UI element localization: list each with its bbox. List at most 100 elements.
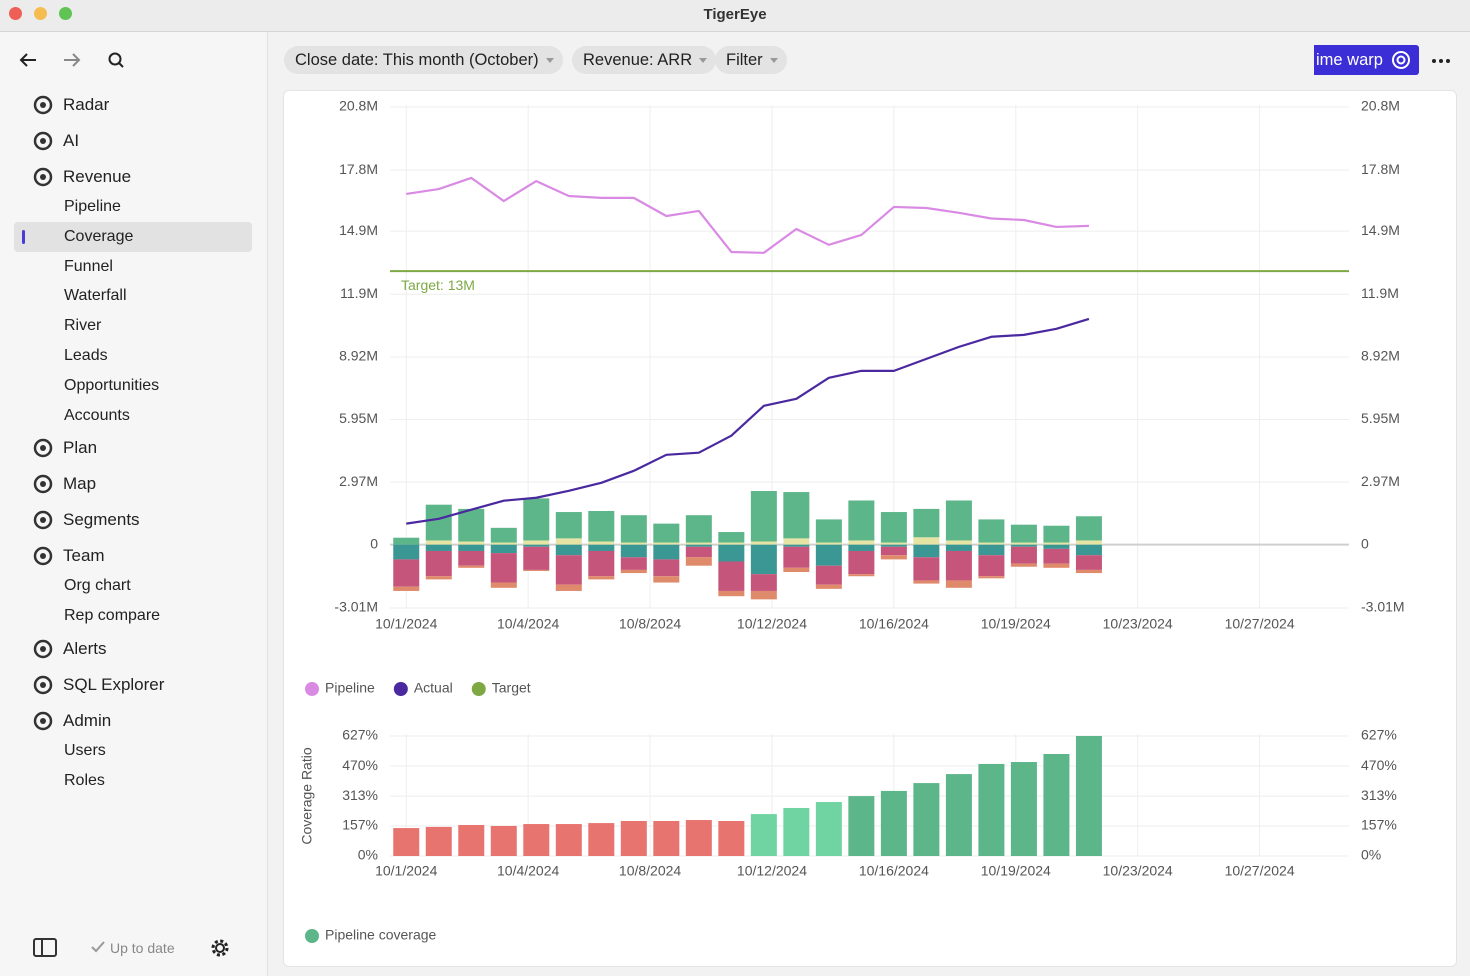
nav-subitem[interactable]: Rep compare <box>64 607 161 625</box>
charts: 10/1/2024 10/4/2024 10/8/2024 10/12/2024 10/… <box>299 98 1405 943</box>
nav-label: Admin <box>63 710 112 730</box>
y2-tick-label: 17.8M <box>1361 161 1400 177</box>
bar <box>978 763 1005 856</box>
nav-subitem[interactable]: River <box>64 317 102 335</box>
bar <box>750 574 777 591</box>
bar <box>718 532 745 543</box>
time-warp-button[interactable]: ime warp <box>1314 45 1419 75</box>
forward-button[interactable] <box>64 53 81 67</box>
bar <box>685 515 712 543</box>
x-tick-label: 10/1/2024 <box>375 616 437 632</box>
x-tick-label: 10/4/2024 <box>497 616 559 632</box>
bar <box>880 544 907 547</box>
x-tick-label: 10/16/2024 <box>859 616 929 632</box>
nav-item[interactable]: Alerts <box>14 631 252 667</box>
nav-subitem[interactable]: Roles <box>64 771 105 789</box>
nav-item[interactable]: Segments <box>14 502 252 538</box>
legend-label: Target <box>492 680 531 696</box>
bar <box>653 820 680 856</box>
more-button[interactable] <box>1430 56 1454 66</box>
nav-subitem[interactable]: Leads <box>64 346 108 364</box>
nav-item[interactable]: Plan <box>14 430 252 466</box>
nav-item[interactable]: Team <box>14 538 252 574</box>
y2-tick-label: 2.97M <box>1361 473 1400 489</box>
bar <box>523 824 550 856</box>
main: Close date: This month (October) Revenue… <box>268 32 1470 976</box>
nav-subitem[interactable]: Users <box>64 741 106 759</box>
y2-tick-label: 5.95M <box>1361 410 1400 426</box>
bar <box>1010 762 1037 856</box>
sync-status: Up to date <box>110 940 175 956</box>
button-label: ime warp <box>1316 51 1383 69</box>
bar <box>653 523 680 543</box>
target-label: Target: 13M <box>401 277 475 293</box>
filter-chip[interactable]: Close date: This month (October) <box>284 46 563 74</box>
bar <box>1075 544 1102 556</box>
nav-subitem[interactable]: Coverage <box>14 221 252 252</box>
bar <box>555 512 582 539</box>
bar <box>458 541 485 545</box>
bar <box>1010 546 1037 564</box>
x-tick-label: 10/27/2024 <box>1225 863 1295 879</box>
bar <box>848 544 875 551</box>
bar <box>880 555 907 560</box>
close-button[interactable] <box>9 7 22 20</box>
y-tick-label: 5.95M <box>339 410 378 426</box>
nav-item[interactable]: Map <box>14 466 252 502</box>
bar <box>815 802 842 856</box>
y-tick-label: 313% <box>342 787 378 803</box>
line <box>406 317 1090 525</box>
zoom-button[interactable] <box>59 7 72 20</box>
bar <box>848 500 875 541</box>
nav-subitems: Org chart Rep compare <box>14 571 252 631</box>
bar <box>490 542 517 545</box>
bar <box>523 546 550 570</box>
nav-subitem[interactable]: Org chart <box>64 577 131 595</box>
back-button[interactable] <box>19 53 36 67</box>
bar <box>523 544 550 547</box>
bar <box>1010 542 1037 545</box>
x-tick-label: 10/8/2024 <box>619 863 681 879</box>
minimize-button[interactable] <box>34 7 47 20</box>
x-tick-label: 10/12/2024 <box>737 863 807 879</box>
y-tick-label: 14.9M <box>339 222 378 238</box>
add-filter[interactable]: Filter <box>715 46 787 74</box>
nav-subitem[interactable]: Pipeline <box>64 198 121 215</box>
nav-item[interactable]: AI <box>14 123 252 159</box>
search-button[interactable] <box>108 52 124 68</box>
x-tick-label: 10/8/2024 <box>619 616 681 632</box>
nav-icon <box>33 711 53 731</box>
bar <box>653 542 680 545</box>
legend-swatch <box>393 682 408 696</box>
nav-item[interactable]: SQL Explorer <box>14 667 252 703</box>
nav-subitem[interactable]: Waterfall <box>64 287 127 305</box>
x-tick-label: 10/4/2024 <box>497 863 559 879</box>
nav-item[interactable]: Admin <box>14 703 252 739</box>
bar <box>1075 569 1102 574</box>
y-tick-label: 2.97M <box>339 473 378 489</box>
y2-tick-label: -3.01M <box>1361 599 1405 615</box>
nav-label: AI <box>63 131 80 150</box>
nav-item[interactable]: Radar <box>14 87 252 123</box>
bar <box>523 569 550 571</box>
nav-buttons <box>19 52 124 68</box>
nav-item[interactable]: Revenue <box>14 159 252 195</box>
y2-tick-label: 470% <box>1361 757 1397 773</box>
bar <box>913 537 940 545</box>
y-tick-label: -3.01M <box>334 599 378 615</box>
nav-subitem[interactable]: Funnel <box>64 257 113 275</box>
bar <box>425 544 452 551</box>
x-tick-label: 10/23/2024 <box>1103 863 1173 879</box>
nav-subitem[interactable]: Opportunities <box>64 376 160 394</box>
legend-label: Pipeline <box>325 680 375 696</box>
bar <box>1043 525 1070 543</box>
bar <box>1043 753 1070 856</box>
bar <box>945 540 972 545</box>
settings-button[interactable] <box>207 935 233 961</box>
legend-label: Pipeline coverage <box>325 927 437 943</box>
y-tick-label: 627% <box>342 727 378 743</box>
toggle-sidebar[interactable] <box>32 936 62 960</box>
filter-chip[interactable]: Revenue: ARR <box>572 46 717 74</box>
window-title: TigerEye <box>703 6 767 23</box>
nav-subitem[interactable]: Accounts <box>64 406 130 424</box>
